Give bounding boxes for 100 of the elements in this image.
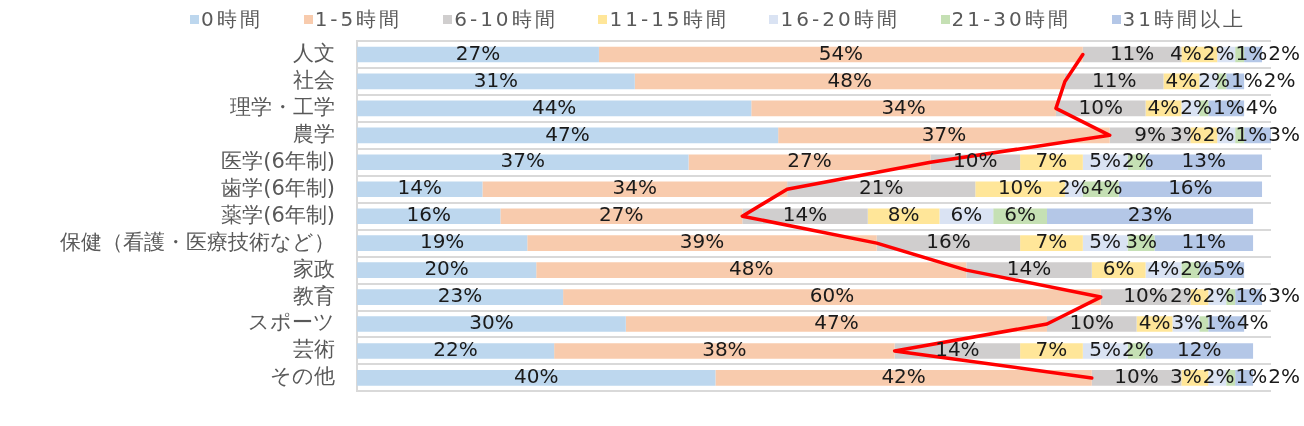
data-label: 22%: [433, 337, 478, 362]
data-label: 16%: [406, 202, 451, 227]
y-tick-label: 人文: [293, 40, 335, 65]
y-tick-label: 理学・工学: [230, 94, 335, 119]
y-tick-label: 家政: [293, 256, 335, 281]
data-label: 27%: [455, 40, 501, 65]
bar: [688, 154, 931, 171]
data-label: 5%: [1089, 148, 1122, 173]
data-label: 2%: [1198, 67, 1230, 92]
data-label: 5%: [1089, 229, 1122, 254]
data-label: 48%: [729, 256, 774, 281]
data-label: 2%: [1268, 40, 1300, 65]
data-label: 4%: [1147, 94, 1180, 119]
data-label: 9%: [1134, 121, 1166, 146]
data-label: 2%: [1058, 175, 1090, 200]
data-label: 11%: [1181, 229, 1227, 254]
data-label: 4%: [1170, 40, 1202, 65]
data-label: 10%: [1069, 310, 1115, 335]
data-label: 2%: [1170, 283, 1202, 308]
data-label: 44%: [531, 94, 577, 119]
data-label: 10%: [997, 175, 1043, 200]
data-label: 1%: [1230, 67, 1263, 92]
data-label: 2%: [1202, 364, 1235, 389]
data-label: 23%: [1127, 202, 1173, 227]
data-label: 5%: [1089, 337, 1122, 362]
legend-label: 21-30時間: [951, 6, 1071, 33]
data-label: 2%: [1180, 94, 1213, 119]
data-label: 14%: [1006, 256, 1052, 281]
data-label: 14%: [935, 337, 980, 362]
y-tick-label: 歯学(6年制): [221, 175, 335, 200]
bar: [634, 73, 1065, 90]
y-tick-label: 農学: [293, 121, 335, 146]
data-label: 1%: [1213, 94, 1245, 119]
data-label: 10%: [1114, 364, 1159, 389]
data-label: 48%: [827, 67, 873, 92]
data-label: 6%: [950, 202, 983, 227]
data-label: 3%: [1268, 283, 1300, 308]
bar: [357, 289, 564, 305]
data-label: 19%: [419, 229, 465, 254]
data-label: 16%: [926, 229, 971, 254]
data-label: 37%: [921, 121, 967, 146]
data-label: 2%: [1122, 337, 1154, 362]
bar: [357, 127, 779, 144]
data-label: 1%: [1235, 283, 1268, 308]
bar: [625, 316, 1047, 332]
data-label: 1%: [1235, 40, 1268, 65]
data-label: 6%: [1004, 202, 1036, 227]
data-label: 4%: [1138, 310, 1171, 335]
y-tick-label: 薬学(6年制): [221, 202, 335, 227]
data-label: 34%: [612, 175, 658, 200]
data-label: 2%: [1202, 283, 1235, 308]
data-label: 2%: [1202, 40, 1235, 65]
data-label: 60%: [809, 283, 855, 308]
data-label: 3%: [1170, 121, 1202, 146]
y-tick-label: 保健（看護・医療技術など）: [60, 229, 335, 254]
bar: [598, 46, 1083, 63]
data-label: 14%: [782, 202, 828, 227]
data-label: 4%: [1147, 256, 1180, 281]
data-label: 16%: [1168, 175, 1213, 200]
data-label: 27%: [599, 202, 644, 227]
bar: [1046, 208, 1254, 225]
legend-label: 0時間: [201, 6, 263, 33]
bar: [357, 46, 599, 63]
data-label: 2%: [1122, 148, 1154, 173]
data-label: 47%: [814, 310, 859, 335]
data-label: 47%: [545, 121, 590, 146]
data-label: 39%: [679, 229, 725, 254]
data-label: 11%: [1109, 40, 1155, 65]
bar: [500, 208, 743, 225]
data-label: 34%: [881, 94, 926, 119]
data-label: 6%: [1102, 256, 1135, 281]
bar: [357, 370, 716, 386]
bar: [482, 181, 788, 198]
bar: [751, 100, 1056, 117]
data-label: 40%: [513, 364, 559, 389]
y-tick-label: 芸術: [293, 337, 335, 362]
data-label: 20%: [424, 256, 469, 281]
data-label: 5%: [1213, 256, 1245, 281]
data-label: 38%: [702, 337, 747, 362]
data-label: 2%: [1263, 67, 1296, 92]
data-label: 13%: [1181, 148, 1227, 173]
data-label: 7%: [1035, 337, 1068, 362]
data-label: 1%: [1235, 364, 1268, 389]
bar: [357, 154, 689, 171]
data-label: 10%: [1123, 283, 1168, 308]
data-label: 30%: [469, 310, 514, 335]
data-label: 2%: [1268, 364, 1300, 389]
data-label: 2%: [1202, 121, 1235, 146]
data-label: 27%: [787, 148, 832, 173]
data-label: 2%: [1180, 256, 1213, 281]
data-label: 21%: [858, 175, 904, 200]
data-label: 4%: [1090, 175, 1123, 200]
bar: [357, 100, 752, 117]
legend-label: 11-15時間: [609, 6, 729, 33]
data-label: 14%: [397, 175, 442, 200]
data-label: 10%: [1078, 94, 1123, 119]
bar: [527, 235, 877, 251]
y-tick-label: その他: [270, 364, 335, 389]
legend-label: 6-10時間: [454, 6, 558, 33]
bar: [554, 343, 895, 359]
